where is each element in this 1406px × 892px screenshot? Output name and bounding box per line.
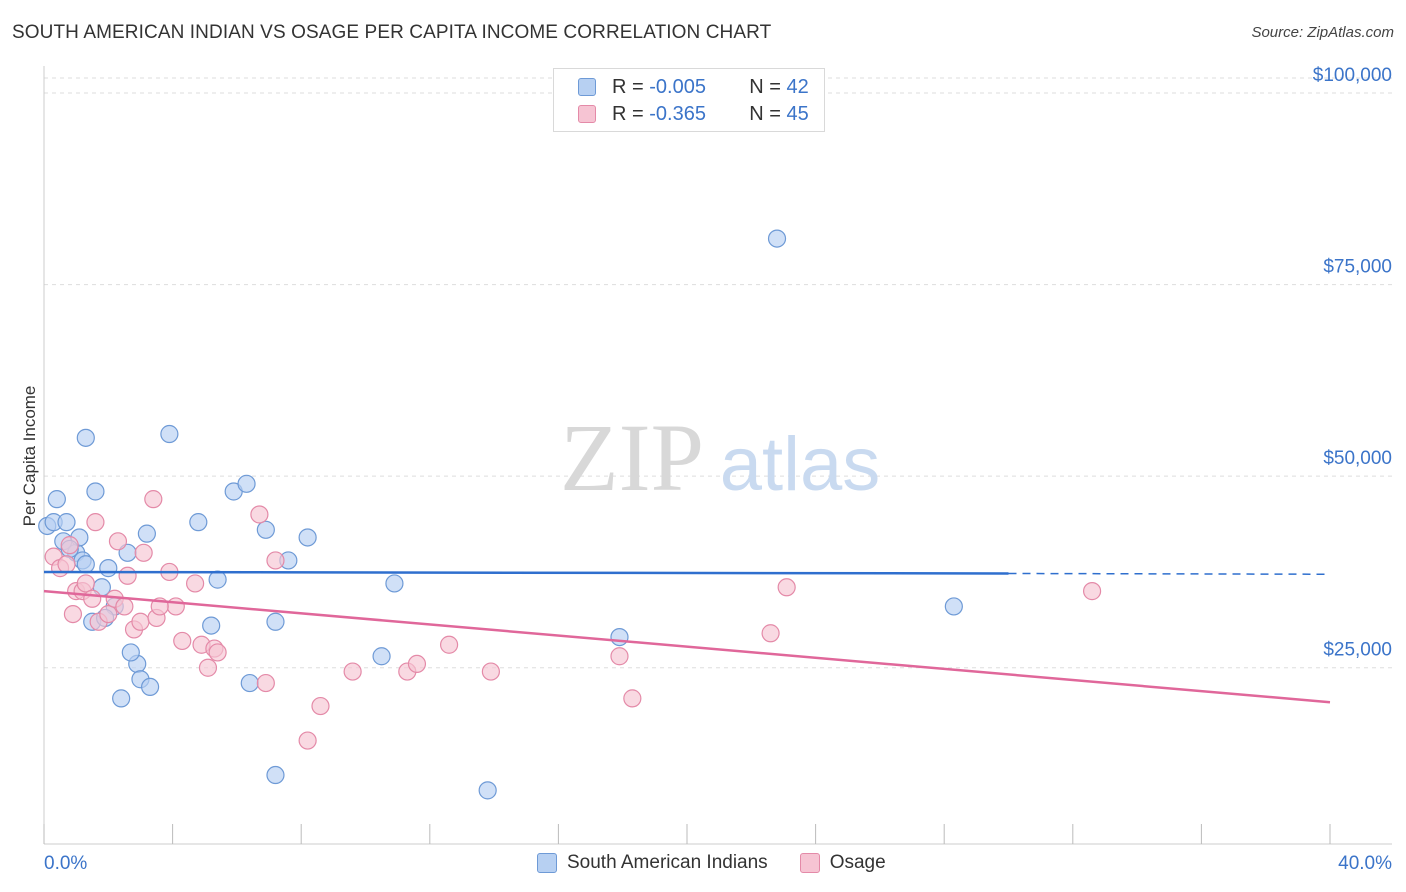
point-osage <box>208 643 227 662</box>
series-south-american-indians <box>38 229 963 800</box>
point-osage <box>298 731 317 750</box>
point-south-american-indians <box>137 524 156 543</box>
legend-n-value: 42 <box>786 75 809 98</box>
trend-line-osage <box>43 589 1331 704</box>
point-south-american-indians <box>478 781 497 800</box>
point-osage <box>407 654 427 674</box>
legend-row-blue: R = -0.005 N = 42 <box>578 75 809 99</box>
point-osage <box>186 574 205 593</box>
point-south-american-indians <box>202 616 221 635</box>
x-tick-label: 40.0% <box>1338 853 1392 874</box>
legend-swatch-pink <box>799 853 820 873</box>
point-south-american-indians <box>140 677 160 697</box>
legend-r-label: R = <box>612 102 644 125</box>
point-osage <box>144 490 163 509</box>
point-south-american-indians <box>121 643 140 662</box>
point-south-american-indians <box>76 428 95 447</box>
y-axis-label: Per Capita Income <box>20 385 39 527</box>
point-osage <box>118 566 137 585</box>
point-osage <box>63 604 83 624</box>
y-tick-label: $25,000 <box>1323 640 1392 661</box>
point-south-american-indians <box>237 474 256 493</box>
y-tick-label: $100,000 <box>1313 65 1392 86</box>
trend-lines <box>43 570 1331 704</box>
gridlines <box>44 77 1392 669</box>
point-south-american-indians <box>160 424 179 444</box>
point-osage <box>83 589 102 608</box>
point-south-american-indians <box>240 673 259 693</box>
point-osage <box>439 635 459 654</box>
point-osage <box>60 536 79 555</box>
y-tick-label: $50,000 <box>1323 448 1392 469</box>
legend-swatch-pink <box>578 105 596 123</box>
point-south-american-indians <box>76 555 95 574</box>
point-osage <box>173 631 192 651</box>
point-south-american-indians <box>86 482 105 501</box>
legend-label: Osage <box>829 852 886 873</box>
point-osage <box>481 662 500 681</box>
point-osage <box>166 597 185 616</box>
point-osage <box>311 696 330 716</box>
point-osage <box>131 612 150 631</box>
legend-r-value: -0.365 <box>649 102 706 125</box>
point-south-american-indians <box>767 229 787 248</box>
point-south-american-indians <box>266 765 285 785</box>
point-osage <box>198 658 218 677</box>
tick-labels: $25,000 $50,000 $75,000 $100,000 0.0% 40.0% <box>44 65 1392 874</box>
point-south-american-indians <box>372 647 391 666</box>
point-osage <box>343 662 362 681</box>
point-south-american-indians <box>266 612 285 631</box>
legend-n-value: 45 <box>786 102 809 125</box>
watermark-atlas: atlas <box>720 422 881 507</box>
legend-row-pink: R = -0.365 N = 45 <box>578 102 809 126</box>
point-south-american-indians <box>256 520 275 539</box>
point-osage <box>134 543 153 562</box>
legend-r-value: -0.005 <box>649 75 706 98</box>
point-osage <box>250 505 269 524</box>
legend-swatch-blue <box>537 853 557 873</box>
legend-n-label: N = <box>749 75 781 98</box>
point-osage <box>115 597 134 616</box>
point-osage <box>256 673 275 693</box>
point-osage <box>610 647 629 666</box>
point-osage <box>108 532 128 551</box>
point-south-american-indians <box>112 689 131 708</box>
trend-line-south-american-indians <box>43 570 1009 575</box>
legend-r-label: R = <box>612 75 644 98</box>
point-osage <box>1082 582 1102 601</box>
legend-swatch-blue <box>578 78 596 96</box>
point-south-american-indians <box>944 597 963 616</box>
x-tick-label: 0.0% <box>44 853 87 874</box>
point-osage <box>99 604 118 624</box>
point-osage <box>86 513 105 532</box>
point-south-american-indians <box>208 570 227 589</box>
point-south-american-indians <box>189 513 208 532</box>
legend-item-south-american-indians[interactable]: South American Indians <box>537 852 768 874</box>
legend-n-label: N = <box>749 102 781 125</box>
point-osage <box>777 578 796 597</box>
point-osage <box>57 555 76 574</box>
point-osage <box>266 551 285 570</box>
legend-item-osage[interactable]: Osage <box>799 852 886 874</box>
point-south-american-indians <box>610 627 629 647</box>
watermark-zip: ZIP <box>560 404 704 511</box>
axes <box>43 66 1392 845</box>
correlation-legend: R = -0.005 N = 42 R = -0.365 N = 45 <box>553 68 825 132</box>
point-osage <box>623 689 642 708</box>
point-osage <box>76 574 95 593</box>
point-south-american-indians <box>99 559 118 578</box>
point-south-american-indians <box>47 490 66 509</box>
series-osage <box>44 490 1102 750</box>
chart-title: SOUTH AMERICAN INDIAN VS OSAGE PER CAPIT… <box>12 22 772 43</box>
point-osage <box>761 624 780 643</box>
series-legend: South American Indians Osage <box>537 852 918 874</box>
point-south-american-indians <box>57 513 76 532</box>
point-south-american-indians <box>298 528 317 547</box>
trend-line-extension <box>1008 572 1331 575</box>
point-south-american-indians <box>385 574 404 593</box>
y-tick-label: $75,000 <box>1323 257 1392 278</box>
source-note: Source: ZipAtlas.com <box>1251 24 1394 41</box>
legend-label: South American Indians <box>567 852 768 873</box>
